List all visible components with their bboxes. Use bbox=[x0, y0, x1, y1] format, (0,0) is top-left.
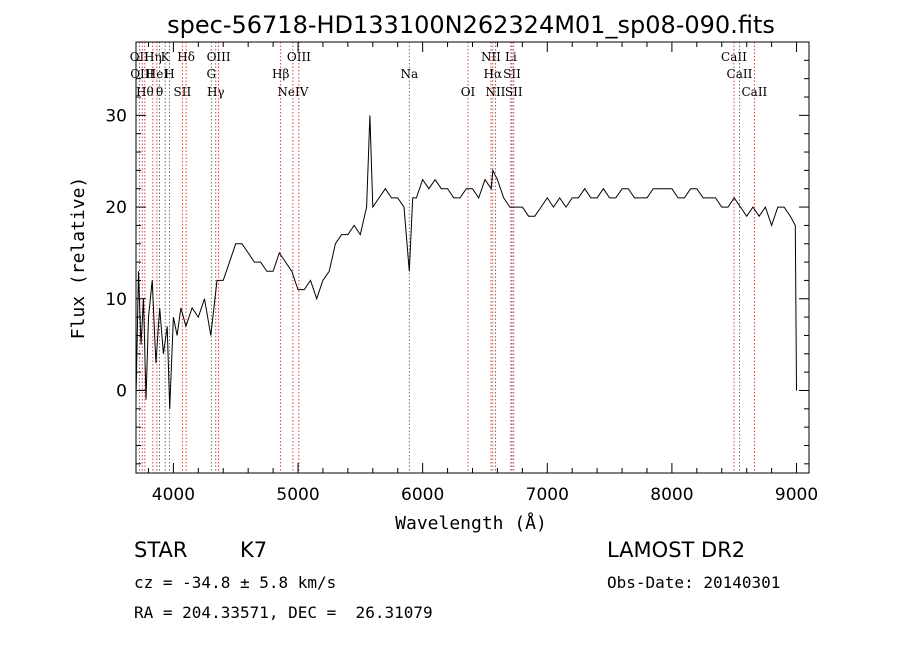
y-tick-label: 20 bbox=[105, 198, 127, 218]
line-marker-label: HeI bbox=[146, 67, 169, 81]
chart-title: spec-56718-HD133100N262324M01_sp08-090.f… bbox=[167, 11, 775, 39]
line-marker-label: Na bbox=[400, 67, 418, 81]
line-marker-label: Hθ bbox=[136, 85, 154, 99]
line-marker-label: θ bbox=[156, 85, 163, 99]
line-marker-label: Li bbox=[505, 50, 517, 64]
x-tick-label: 8000 bbox=[650, 485, 693, 505]
x-tick-label: 7000 bbox=[526, 485, 569, 505]
redshift-cz: cz = -34.8 ± 5.8 km/s bbox=[134, 573, 337, 592]
line-marker-label: SII bbox=[174, 85, 192, 99]
y-tick-label: 30 bbox=[105, 106, 127, 126]
line-marker-label: OI bbox=[461, 85, 476, 99]
line-marker-label: H bbox=[164, 67, 174, 81]
observation-date: Obs-Date: 20140301 bbox=[607, 573, 781, 592]
line-marker-label: Hδ bbox=[177, 50, 195, 64]
line-marker-label: NII bbox=[485, 85, 505, 99]
spectral-subclass: K7 bbox=[240, 538, 268, 562]
x-axis: 4000 5000 6000 7000 8000 9000 bbox=[147, 42, 818, 505]
line-marker-label: Hα bbox=[484, 67, 503, 81]
line-marker-label: G bbox=[206, 67, 216, 81]
line-marker-label: OII bbox=[130, 50, 150, 64]
x-tick-label: 6000 bbox=[401, 485, 444, 505]
line-marker-label: OIII bbox=[207, 50, 231, 64]
y-tick-label: 10 bbox=[105, 290, 127, 310]
spectral-line-markers: OIIOIIIHθHηHeIθKHSIIHδGHγOIIIHβNeIVOIIIN… bbox=[130, 42, 768, 473]
spectrum-series bbox=[135, 115, 797, 409]
plot-frame bbox=[135, 41, 810, 474]
line-marker-label: NII bbox=[481, 50, 501, 64]
line-marker-label: SII bbox=[505, 85, 523, 99]
line-marker-label: K bbox=[161, 50, 171, 64]
x-tick-label: 4000 bbox=[152, 485, 195, 505]
coordinates: RA = 204.33571, DEC = 26.31079 bbox=[134, 603, 433, 622]
x-tick-label: 5000 bbox=[276, 485, 319, 505]
x-axis-label: Wavelength (Å) bbox=[395, 512, 547, 534]
line-marker-label: Hγ bbox=[207, 85, 225, 99]
line-marker-label: NeIV bbox=[277, 85, 308, 99]
y-axis-label: Flux (relative) bbox=[68, 177, 89, 340]
line-marker-label: Hβ bbox=[272, 67, 289, 81]
y-axis: 0 10 20 30 bbox=[105, 41, 809, 465]
line-marker-label: CaII bbox=[721, 50, 747, 64]
spectrum-line bbox=[135, 115, 797, 409]
survey-name: LAMOST DR2 bbox=[607, 538, 746, 562]
line-marker-label: SII bbox=[503, 67, 521, 81]
line-marker-label: OIII bbox=[287, 50, 311, 64]
object-class: STAR bbox=[134, 538, 188, 562]
y-tick-label: 0 bbox=[116, 381, 127, 401]
line-marker-label: Hη bbox=[144, 50, 162, 64]
line-marker-label: CaII bbox=[727, 67, 753, 81]
x-tick-label: 9000 bbox=[775, 485, 818, 505]
line-marker-label: CaII bbox=[741, 85, 767, 99]
